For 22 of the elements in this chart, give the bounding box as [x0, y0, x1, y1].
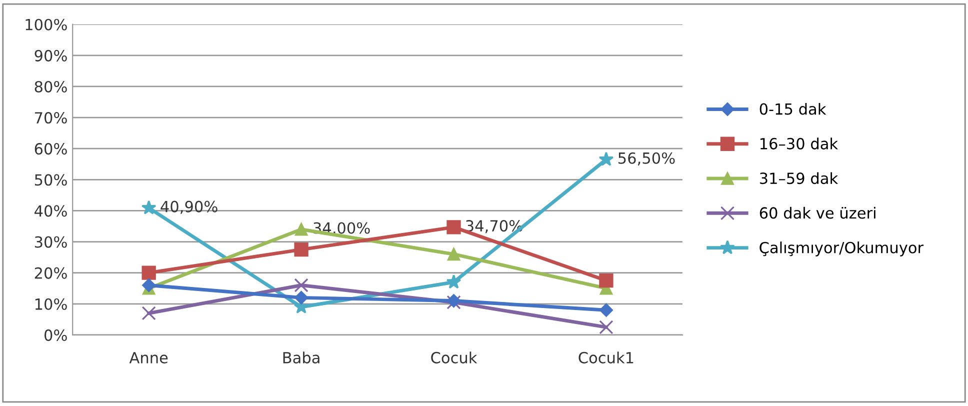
- legend-label: Çalışmıyor/Okumuyor: [760, 242, 924, 256]
- y-tick-label: 10%: [35, 298, 67, 310]
- x-tick-label: Cocuk: [431, 352, 478, 364]
- y-tick-label: 20%: [34, 267, 67, 279]
- legend-label: 31–59 dak: [760, 172, 838, 184]
- x-tick-label: Baba: [283, 352, 320, 364]
- data-label: 56,50%: [618, 152, 675, 166]
- legend-label: 16–30 dak: [760, 138, 838, 150]
- legend-label: 60 dak ve üzeri: [760, 206, 876, 219]
- x-tick-label: Cocuk1: [578, 352, 634, 364]
- x-tick-label: Anne: [129, 352, 168, 364]
- y-tick-label: 40%: [34, 205, 67, 217]
- legend-label: 0-15 dak: [760, 102, 826, 115]
- y-tick-label: 90%: [34, 50, 67, 62]
- data-label: 40,90%: [160, 200, 218, 214]
- y-tick-label: 30%: [34, 236, 67, 248]
- y-tick-label: 100%: [26, 18, 67, 30]
- y-tick-label: 60%: [34, 143, 67, 155]
- y-tick-label: 0%: [44, 329, 67, 341]
- y-tick-label: 70%: [35, 112, 67, 124]
- y-tick-label: 80%: [34, 80, 67, 92]
- y-tick-label: 50%: [34, 174, 67, 186]
